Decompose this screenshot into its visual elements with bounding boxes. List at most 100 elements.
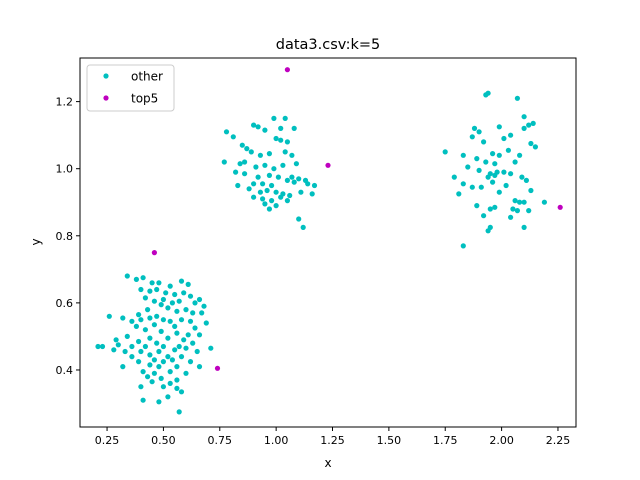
data-point <box>273 203 279 209</box>
data-point <box>526 122 532 128</box>
chart-title: data3.csv:k=5 <box>276 37 380 53</box>
data-point <box>167 369 173 375</box>
data-point <box>165 354 171 360</box>
data-point <box>505 147 511 153</box>
data-point <box>517 199 523 205</box>
data-point <box>512 198 518 204</box>
data-point <box>492 161 498 167</box>
data-point <box>273 189 279 195</box>
data-point <box>530 120 536 126</box>
data-point <box>192 300 198 306</box>
data-point <box>194 348 200 355</box>
y-axis: 0.4 0.6 0.8 1.0 1.2 <box>56 96 80 377</box>
data-point <box>510 206 516 212</box>
data-point <box>111 347 117 353</box>
data-point <box>136 338 142 345</box>
data-point <box>115 342 121 348</box>
data-point <box>474 203 480 209</box>
data-point <box>165 394 171 400</box>
data-point <box>278 194 284 200</box>
data-point <box>120 364 126 370</box>
data-point <box>172 291 178 298</box>
data-point <box>476 129 482 135</box>
data-point <box>494 169 500 175</box>
data-point <box>124 333 130 339</box>
data-point <box>257 189 263 195</box>
data-point <box>230 134 236 140</box>
data-point <box>289 152 295 158</box>
data-point <box>196 332 203 338</box>
data-point <box>133 323 139 329</box>
data-point <box>521 114 527 120</box>
data-point <box>208 345 214 351</box>
data-point <box>300 224 306 230</box>
data-point <box>187 359 194 365</box>
data-point <box>514 95 521 101</box>
data-point <box>140 397 146 403</box>
data-point <box>223 129 230 135</box>
data-point <box>187 293 194 299</box>
data-point <box>192 325 198 331</box>
data-point <box>160 359 166 365</box>
legend-marker-top5 <box>103 95 109 101</box>
data-point <box>266 206 272 212</box>
data-point <box>246 186 252 192</box>
data-point <box>451 174 457 180</box>
x-tick-label: 0.50 <box>151 434 176 447</box>
data-point <box>120 315 126 321</box>
data-point <box>149 379 155 385</box>
data-point <box>136 359 142 365</box>
data-point <box>154 340 160 346</box>
plot-frame <box>79 57 577 428</box>
data-point <box>176 409 182 415</box>
data-point <box>160 384 166 390</box>
data-point <box>485 174 491 180</box>
data-point <box>469 184 475 190</box>
data-point <box>325 162 331 168</box>
data-point <box>532 144 539 150</box>
data-point <box>508 132 514 138</box>
data-point <box>167 380 173 386</box>
data-point <box>156 280 162 286</box>
data-point <box>174 308 180 314</box>
data-point <box>176 343 182 350</box>
data-point <box>266 172 272 178</box>
data-point <box>185 281 191 287</box>
data-point <box>282 149 288 155</box>
x-tick-label: 1.00 <box>264 434 289 447</box>
data-point <box>167 318 173 324</box>
legend-marker-other <box>103 73 109 79</box>
data-point <box>296 176 302 182</box>
data-point <box>133 276 139 282</box>
data-point <box>183 370 189 376</box>
data-point <box>142 343 148 350</box>
data-point <box>158 328 164 334</box>
data-point <box>284 67 290 73</box>
data-point <box>169 357 175 363</box>
data-point <box>557 204 563 210</box>
data-point <box>305 181 311 187</box>
data-point <box>147 288 153 294</box>
data-point <box>190 340 196 346</box>
data-point <box>251 181 257 187</box>
data-point <box>147 315 153 321</box>
data-point <box>490 151 496 157</box>
data-point <box>142 295 148 301</box>
data-point <box>496 152 502 158</box>
data-point <box>517 152 523 158</box>
data-point <box>262 162 268 168</box>
data-point <box>251 194 257 200</box>
data-point <box>501 135 507 142</box>
data-point <box>490 179 496 185</box>
data-point <box>233 169 239 175</box>
data-point <box>284 198 290 204</box>
data-point <box>242 159 248 165</box>
data-point <box>99 343 106 350</box>
data-point <box>260 181 266 187</box>
data-point <box>167 283 173 289</box>
data-point <box>165 305 171 311</box>
data-point <box>521 199 527 205</box>
data-point <box>160 317 166 323</box>
data-point <box>138 348 144 355</box>
data-point <box>528 140 534 147</box>
